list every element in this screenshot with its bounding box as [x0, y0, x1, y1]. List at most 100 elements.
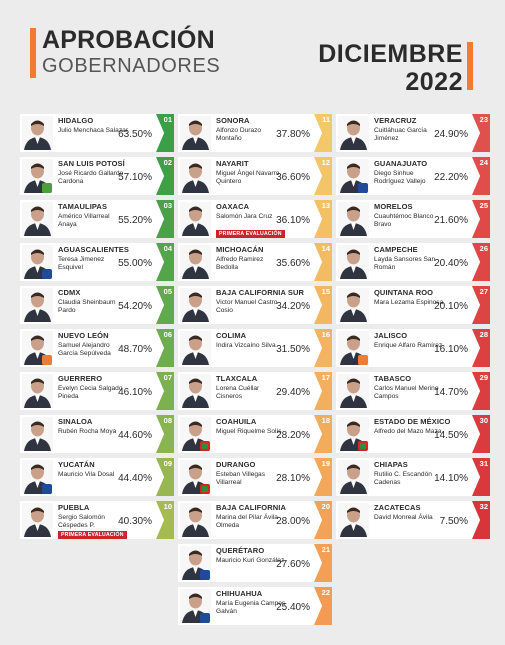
state-name: CAMPECHE — [374, 245, 418, 254]
rank-number: 15 — [321, 287, 330, 296]
state-name: NAYARIT — [216, 159, 249, 168]
first-evaluation-badge: PRIMERA EVALUACIÓN — [58, 531, 127, 539]
rank-tab: 01 — [156, 114, 174, 152]
governor-name: Rutilio C. Escandón Cadenas — [374, 471, 432, 486]
governor-card: BAJA CALIFORNIA Marina del Pilar Ávila Ol… — [178, 501, 332, 539]
rank-number: 22 — [321, 588, 330, 597]
rank-tab: 21 — [314, 544, 332, 582]
governor-photo — [180, 202, 211, 236]
rank-number: 03 — [163, 201, 172, 210]
rank-number: 17 — [321, 373, 330, 382]
governor-name: Enrique Alfaro Ramírez — [374, 342, 443, 349]
approval-value: 57.10% — [118, 172, 152, 183]
rank-tab: 03 — [156, 200, 174, 238]
state-name: CHIAPAS — [374, 460, 408, 469]
party-logo-icon — [42, 269, 52, 279]
governor-card: QUERÉTARO Mauricio Kuri González 27.60% 21 — [178, 544, 332, 582]
rank-tab: 30 — [472, 415, 490, 453]
title-line2: GOBERNADORES — [42, 55, 221, 77]
approval-value: 28.10% — [276, 473, 310, 484]
rank-number: 07 — [163, 373, 172, 382]
state-name: COAHUILA — [216, 417, 257, 426]
governor-card: SAN LUIS POTOSÍ José Ricardo Gallardo Car… — [20, 157, 174, 195]
approval-value: 34.20% — [276, 301, 310, 312]
state-name: HIDALGO — [58, 116, 94, 125]
rank-tab: 32 — [472, 501, 490, 539]
governor-name: Julio Menchaca Salazar — [58, 127, 129, 134]
governor-photo — [338, 202, 369, 236]
state-name: BAJA CALIFORNIA SUR — [216, 288, 305, 297]
governor-photo — [180, 288, 211, 322]
state-name: TLAXCALA — [216, 374, 258, 383]
governor-card: CDMX Claudia Sheinbaum Pardo 54.20% 05 — [20, 286, 174, 324]
governor-card: NUEVO LEÓN Samuel Alejandro García Sepúlv… — [20, 329, 174, 367]
governor-photo — [180, 374, 211, 408]
governor-name: Indira Vizcaíno Silva — [216, 342, 276, 349]
state-name: COLIMA — [216, 331, 247, 340]
governor-card: NAYARIT Miguel Ángel Navarro Quintero 36.6… — [178, 157, 332, 195]
governor-name: Cuitláhuac García Jiménez — [374, 127, 427, 142]
governor-name: David Monreal Ávila — [374, 514, 433, 521]
rank-tab: 20 — [314, 501, 332, 539]
governor-photo — [338, 245, 369, 279]
governor-card: BAJA CALIFORNIA SUR Victor Manuel Castro … — [178, 286, 332, 324]
governor-photo — [338, 116, 369, 150]
rank-tab: 29 — [472, 372, 490, 410]
governor-name: Victor Manuel Castro Cosio — [216, 299, 278, 314]
rank-tab: 19 — [314, 458, 332, 496]
rank-tab: 06 — [156, 329, 174, 367]
state-name: VERACRUZ — [374, 116, 417, 125]
approval-value: 20.40% — [434, 258, 468, 269]
governor-card: COLIMA Indira Vizcaíno Silva 31.50% 16 — [178, 329, 332, 367]
period: DICIEMBRE 2022 — [318, 40, 463, 96]
state-name: JALISCO — [374, 331, 408, 340]
approval-value: 22.20% — [434, 172, 468, 183]
rank-tab: 07 — [156, 372, 174, 410]
approval-value: 46.10% — [118, 387, 152, 398]
state-name: MICHOACÁN — [216, 245, 264, 254]
governor-card: TABASCO Carlos Manuel Merino Campos 14.70%… — [336, 372, 490, 410]
governor-card: CAMPECHE Layda Sansores San Román 20.40% 26 — [336, 243, 490, 281]
approval-value: 28.00% — [276, 516, 310, 527]
approval-value: 14.50% — [434, 430, 468, 441]
governor-card: VERACRUZ Cuitláhuac García Jiménez 24.90% 2… — [336, 114, 490, 152]
rank-number: 02 — [163, 158, 172, 167]
rank-number: 06 — [163, 330, 172, 339]
governor-card: DURANGO Esteban Villegas Villarreal 28.10%… — [178, 458, 332, 496]
rank-number: 32 — [479, 502, 488, 511]
party-logo-icon — [42, 355, 52, 365]
approval-value: 31.50% — [276, 344, 310, 355]
party-logo-icon — [42, 183, 52, 193]
state-name: OAXACA — [216, 202, 250, 211]
party-logo-icon — [358, 441, 368, 451]
approval-value: 14.10% — [434, 473, 468, 484]
rank-tab: 17 — [314, 372, 332, 410]
governor-card: ESTADO DE MÉXICO Alfredo del Mazo Maza 14.… — [336, 415, 490, 453]
rank-tab: 15 — [314, 286, 332, 324]
rank-number: 18 — [321, 416, 330, 425]
governor-name: Teresa Jimenez Esquivel — [58, 256, 105, 271]
state-name: QUINTANA ROO — [374, 288, 434, 297]
approval-value: 20.10% — [434, 301, 468, 312]
governor-photo — [22, 374, 53, 408]
governor-name: Sergio Salomón Céspedes P. — [58, 514, 105, 529]
state-name: TABASCO — [374, 374, 412, 383]
state-name: CDMX — [58, 288, 81, 297]
state-name: GUERRERO — [58, 374, 103, 383]
governor-card: JALISCO Enrique Alfaro Ramírez 16.10% 28 — [336, 329, 490, 367]
governor-name: Diego Sinhue Rodríguez Vallejo — [374, 170, 426, 185]
rank-number: 26 — [479, 244, 488, 253]
approval-value: 24.90% — [434, 129, 468, 140]
governor-card: SONORA Alfonzo Durazo Montaño 37.80% 11 — [178, 114, 332, 152]
rank-tab: 09 — [156, 458, 174, 496]
governor-photo — [22, 116, 53, 150]
approval-value: 25.40% — [276, 602, 310, 613]
governor-card: GUANAJUATO Diego Sinhue Rodríguez Vallejo… — [336, 157, 490, 195]
governor-name: José Ricardo Gallardo Cardona — [58, 170, 124, 185]
governor-name: Carlos Manuel Merino Campos — [374, 385, 439, 400]
title-line1: APROBACIÓN — [42, 26, 215, 54]
party-logo-icon — [200, 570, 210, 580]
governor-card: PUEBLA Sergio Salomón Céspedes P. 40.30% 10… — [20, 501, 174, 539]
rank-tab: 12 — [314, 157, 332, 195]
governor-name: Marina del Pilar Ávila Olmeda — [216, 514, 278, 529]
